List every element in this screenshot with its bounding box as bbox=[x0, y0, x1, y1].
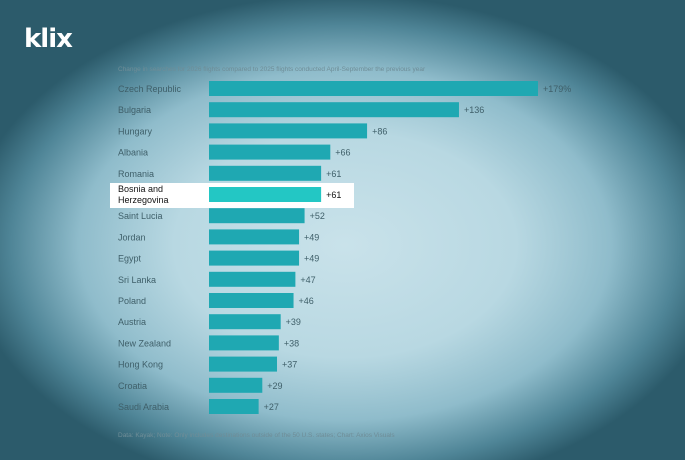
bar bbox=[209, 229, 300, 245]
value-label: +49 bbox=[304, 232, 319, 242]
bar bbox=[209, 399, 259, 414]
value-label: +86 bbox=[372, 126, 387, 136]
bar bbox=[209, 356, 278, 372]
bar bbox=[209, 250, 300, 266]
bar bbox=[209, 165, 322, 181]
category-label: Saint Lucia bbox=[118, 211, 163, 221]
bar bbox=[209, 102, 459, 118]
bar bbox=[209, 144, 331, 160]
value-label: +61 bbox=[326, 169, 341, 179]
value-label: +39 bbox=[286, 317, 301, 327]
value-label: +52 bbox=[310, 211, 325, 221]
category-label: Poland bbox=[118, 296, 146, 306]
category-label: Jordan bbox=[118, 232, 146, 242]
value-label: +38 bbox=[284, 338, 299, 348]
value-label: +37 bbox=[282, 360, 297, 370]
bar bbox=[209, 335, 279, 351]
bar bbox=[209, 377, 263, 393]
bar bbox=[209, 123, 368, 139]
category-label: Romania bbox=[118, 169, 154, 179]
chart-subtitle: Change in searches for 2026 flights comp… bbox=[118, 66, 426, 73]
category-label: Saudi Arabia bbox=[118, 402, 169, 412]
category-label: Hungary bbox=[118, 126, 153, 136]
value-label: +136 bbox=[464, 105, 484, 115]
klix-logo: klix bbox=[24, 24, 73, 54]
category-label: Egypt bbox=[118, 254, 142, 264]
value-label: +61 bbox=[326, 190, 341, 200]
category-label: Czech Republic bbox=[118, 84, 182, 94]
category-label: Bulgaria bbox=[118, 105, 151, 115]
bar bbox=[209, 81, 538, 96]
category-label: Hong Kong bbox=[118, 360, 163, 370]
category-label: Sri Lanka bbox=[118, 275, 156, 285]
value-label: +66 bbox=[335, 148, 350, 158]
category-label: New Zealand bbox=[118, 338, 171, 348]
value-label: +27 bbox=[264, 402, 279, 412]
category-label: Austria bbox=[118, 317, 146, 327]
value-label: +49 bbox=[304, 254, 319, 264]
value-label: +29 bbox=[267, 381, 282, 391]
category-label: Albania bbox=[118, 148, 148, 158]
bar bbox=[209, 187, 322, 202]
chart-footnote: Data: Kayak; Note: Only includes destina… bbox=[118, 432, 395, 439]
value-label: +47 bbox=[300, 275, 315, 285]
bar bbox=[209, 271, 296, 287]
bar bbox=[209, 314, 281, 330]
category-label: Bosnia and Herzegovina bbox=[118, 184, 169, 205]
value-label: +179% bbox=[543, 84, 571, 94]
value-label: +46 bbox=[299, 296, 314, 306]
bar bbox=[209, 293, 294, 308]
bar bbox=[209, 208, 305, 224]
category-label: Croatia bbox=[118, 381, 147, 391]
